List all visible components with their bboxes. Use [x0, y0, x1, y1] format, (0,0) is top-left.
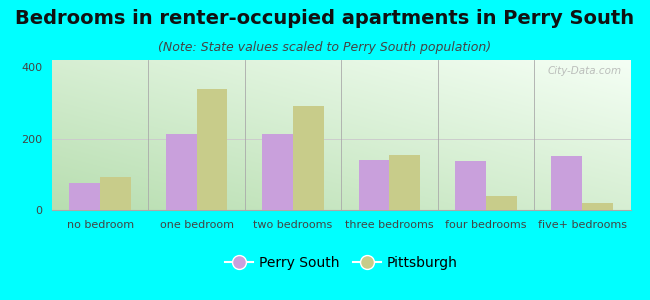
Bar [486, 196, 517, 210]
Bar [293, 106, 324, 210]
Bar [70, 183, 100, 210]
Legend: Perry South, Pittsburgh: Perry South, Pittsburgh [220, 250, 463, 275]
Text: (Note: State values scaled to Perry South population): (Note: State values scaled to Perry Sout… [159, 40, 491, 53]
Bar [100, 177, 131, 210]
Bar [455, 161, 486, 210]
Bar [551, 156, 582, 210]
Bar [166, 134, 196, 210]
Bar [359, 160, 389, 210]
Text: Bedrooms in renter-occupied apartments in Perry South: Bedrooms in renter-occupied apartments i… [16, 9, 634, 28]
Bar [196, 88, 227, 210]
Text: City-Data.com: City-Data.com [548, 66, 622, 76]
Bar [389, 154, 421, 210]
Bar [262, 134, 293, 210]
Bar [582, 203, 613, 210]
